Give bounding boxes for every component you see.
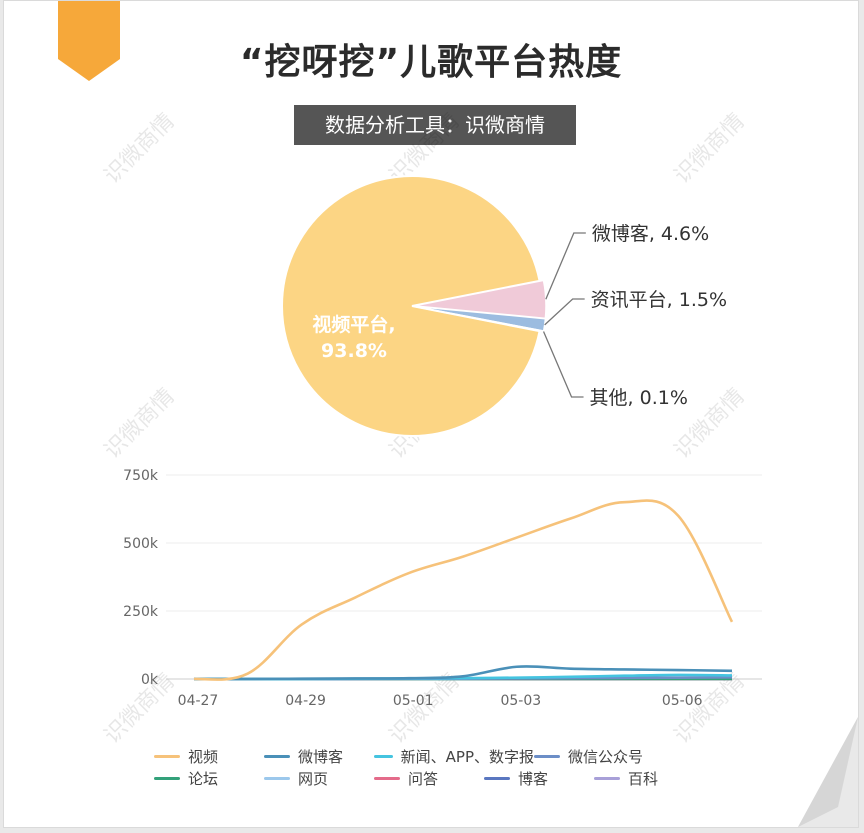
page-fold-corner xyxy=(798,717,858,827)
legend-swatch xyxy=(264,754,290,758)
x-tick-label: 05-01 xyxy=(393,693,434,709)
y-tick-label: 750k xyxy=(123,468,159,484)
series-line xyxy=(193,665,733,681)
pie-leader-line xyxy=(545,232,586,300)
legend-row: 视频 微博客 新闻、APP、数字报 微信公众号 xyxy=(154,745,794,767)
x-tick-label: 05-06 xyxy=(662,693,703,709)
legend-label: 博客 xyxy=(518,769,549,788)
legend-swatch xyxy=(264,776,290,780)
x-tick-label: 05-03 xyxy=(500,693,541,709)
legend-label: 百科 xyxy=(628,769,659,788)
legend-swatch xyxy=(484,776,510,780)
legend-swatch xyxy=(374,754,393,758)
pie-inner-label: 93.8% xyxy=(321,340,387,362)
y-tick-label: 0k xyxy=(141,672,159,688)
legend-swatch xyxy=(154,776,180,780)
legend-item[interactable]: 论坛 xyxy=(154,768,264,789)
legend-row: 论坛 网页 问答 博客 百科 xyxy=(154,767,794,789)
legend-item[interactable]: 博客 xyxy=(484,768,594,789)
legend-label: 视频 xyxy=(188,747,219,766)
legend-label: 微博客 xyxy=(298,747,344,766)
legend-swatch xyxy=(154,754,180,758)
infographic-card: “挖呀挖”儿歌平台热度 数据分析工具：识微商情 识微商情 识微商情 识微商情 识… xyxy=(3,0,859,828)
legend-item[interactable]: 网页 xyxy=(264,768,374,789)
legend-swatch xyxy=(594,776,620,780)
legend-label: 网页 xyxy=(298,769,329,788)
pie-leader-line xyxy=(544,298,585,326)
legend-swatch xyxy=(374,776,400,780)
legend-swatch xyxy=(534,754,560,758)
pie-leader-line xyxy=(542,331,584,398)
legend-label: 问答 xyxy=(408,769,439,788)
legend-label: 微信公众号 xyxy=(568,747,644,766)
pie-slice-label: 其他, 0.1% xyxy=(590,387,688,409)
y-tick-label: 250k xyxy=(123,604,159,620)
series-line xyxy=(193,499,734,681)
chart-legend: 视频 微博客 新闻、APP、数字报 微信公众号论坛 网页 问答 博客 百科 xyxy=(154,745,794,789)
pie-chart: 微博客, 4.6% 资讯平台, 1.5% 其他, 0.1% 视频平台, 93.8% xyxy=(281,175,727,437)
pie-slice-label: 微博客, 4.6% xyxy=(592,223,709,245)
corner-ribbon xyxy=(58,1,120,81)
subtitle-banner: 数据分析工具：识微商情 xyxy=(294,105,576,145)
pie-slice-label: 资讯平台, 1.5% xyxy=(591,289,727,311)
legend-item[interactable]: 百科 xyxy=(594,768,704,789)
page-title: “挖呀挖”儿歌平台热度 xyxy=(239,42,623,83)
legend-item[interactable]: 微信公众号 xyxy=(534,746,694,767)
legend-label: 新闻、APP、数字报 xyxy=(400,747,534,766)
y-tick-label: 500k xyxy=(123,536,159,552)
pie-inner-label: 视频平台, xyxy=(312,313,395,336)
x-tick-label: 04-29 xyxy=(285,693,326,709)
line-chart: 750k 500k 250k 0k 04-27 04-29 05-01 05-03 05-06 xyxy=(123,468,762,709)
pie-slice-video-platform xyxy=(281,175,541,437)
legend-item[interactable]: 微博客 xyxy=(264,746,374,767)
legend-label: 论坛 xyxy=(188,769,219,788)
legend-item[interactable]: 新闻、APP、数字报 xyxy=(374,746,534,767)
x-tick-label: 04-27 xyxy=(178,693,219,709)
legend-item[interactable]: 问答 xyxy=(374,768,484,789)
legend-item[interactable]: 视频 xyxy=(154,746,264,767)
